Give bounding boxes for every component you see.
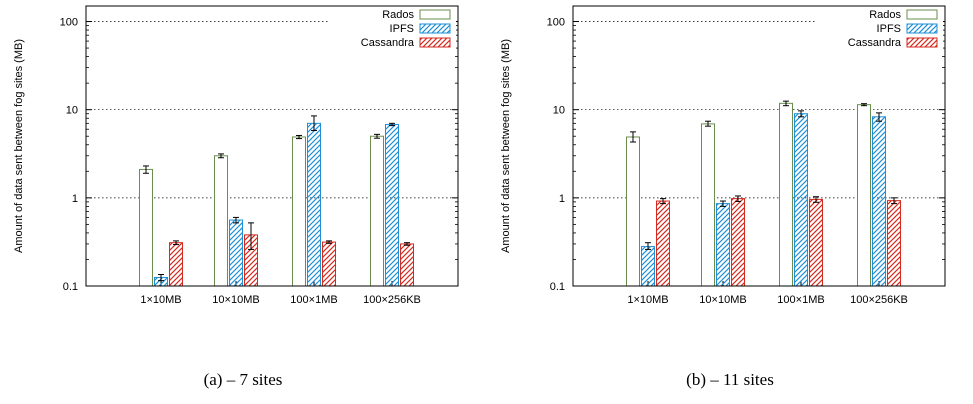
bar-cassandra <box>169 242 183 287</box>
legend-label-rados: Rados <box>382 9 414 21</box>
legend-label-cassandra: Cassandra <box>848 37 902 49</box>
bar-rados <box>139 168 153 287</box>
bar-rados <box>857 104 871 287</box>
caption-a: (a) – 7 sites <box>203 370 283 389</box>
bar-rados <box>214 155 228 287</box>
chart-a-svg: 0.1 1 10 100 Amount of data sent between fog… <box>13 5 459 306</box>
y-tick-label: 0.1 <box>63 281 78 293</box>
legend-swatch-rados <box>906 9 938 20</box>
bar-cassandra <box>887 200 901 287</box>
x-tick-label: 100×256KB <box>363 294 421 306</box>
bar-ipfs <box>307 122 321 287</box>
bar-ipfs <box>794 113 808 287</box>
plot-frame <box>85 5 459 287</box>
bar-cassandra <box>400 243 414 287</box>
x-tick-label: 10×10MB <box>212 294 259 306</box>
y-tick-label: 1 <box>72 193 78 205</box>
bar-ipfs <box>385 123 399 287</box>
x-tick-label: 1×10MB <box>627 294 668 306</box>
bar-ipfs <box>872 116 886 287</box>
legend-swatch-rados <box>419 9 451 20</box>
bar-ipfs <box>716 203 730 287</box>
legend-label-cassandra: Cassandra <box>361 37 415 49</box>
y-tick-label: 0.1 <box>550 281 565 293</box>
legend-swatch-ipfs <box>906 23 938 34</box>
y-axis-label: Amount of data sent between fog sites (M… <box>500 39 512 253</box>
chart-panel-a: 0.1 1 10 100 Amount of data sent between fog… <box>0 0 486 404</box>
plot-frame <box>572 5 946 287</box>
bar-ipfs <box>641 246 655 287</box>
y-tick-label: 10 <box>66 105 78 117</box>
x-tick-label: 10×10MB <box>699 294 746 306</box>
bar-rados <box>292 136 306 287</box>
x-tick-label: 100×1MB <box>777 294 824 306</box>
bar-rados <box>370 135 384 287</box>
x-tick-label: 100×1MB <box>290 294 337 306</box>
bar-cassandra <box>809 198 823 287</box>
legend-label-ipfs: IPFS <box>390 23 414 35</box>
bar-cassandra <box>656 200 670 287</box>
chart-b-svg: 0.1 1 10 100 Amount of data sent between fog… <box>500 5 946 306</box>
legend-label-ipfs: IPFS <box>877 23 901 35</box>
legend-swatch-ipfs <box>419 23 451 34</box>
bar-ipfs <box>229 219 243 287</box>
y-tick-label: 1 <box>559 193 565 205</box>
bar-cassandra <box>322 241 336 287</box>
x-tick-label: 1×10MB <box>140 294 181 306</box>
y-tick-label: 100 <box>60 17 78 29</box>
chart-panel-b: 0.1 1 10 100 Amount of data sent between fog… <box>487 0 973 404</box>
legend-swatch-cassandra <box>419 37 451 48</box>
bar-rados <box>626 136 640 287</box>
caption-b: (b) – 11 sites <box>686 370 774 389</box>
y-tick-label: 10 <box>553 105 565 117</box>
bar-cassandra <box>731 198 745 287</box>
x-tick-label: 100×256KB <box>850 294 908 306</box>
bar-rados <box>701 123 715 287</box>
legend-label-rados: Rados <box>869 9 901 21</box>
bar-rados <box>779 102 793 287</box>
y-tick-label: 100 <box>547 17 565 29</box>
legend-swatch-cassandra <box>906 37 938 48</box>
y-axis-label: Amount of data sent between fog sites (M… <box>13 39 25 253</box>
